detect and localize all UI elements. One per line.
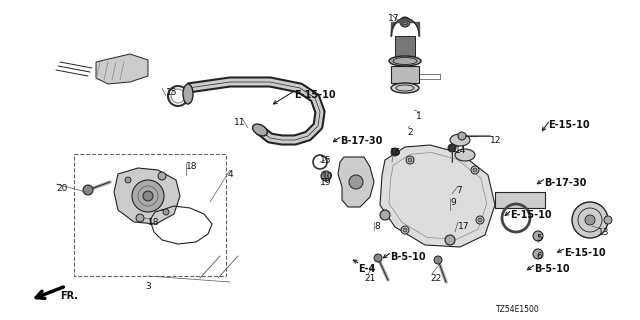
Circle shape (401, 226, 409, 234)
Circle shape (585, 215, 595, 225)
Text: 18: 18 (148, 218, 159, 227)
Circle shape (448, 144, 456, 152)
Circle shape (471, 166, 479, 174)
Ellipse shape (389, 56, 421, 66)
Text: 15: 15 (166, 88, 177, 97)
Text: 1: 1 (416, 112, 422, 121)
Circle shape (476, 216, 484, 224)
Circle shape (572, 202, 608, 238)
Polygon shape (96, 54, 148, 84)
Text: 5: 5 (536, 234, 541, 243)
Text: 8: 8 (374, 222, 380, 231)
Circle shape (403, 228, 407, 232)
Circle shape (533, 249, 543, 259)
Bar (495, 192, 545, 208)
Ellipse shape (253, 124, 268, 136)
Circle shape (604, 216, 612, 224)
Circle shape (158, 172, 166, 180)
Circle shape (478, 218, 482, 222)
Bar (395, 36, 415, 57)
Circle shape (533, 231, 543, 241)
Polygon shape (338, 157, 374, 207)
Circle shape (132, 180, 164, 212)
Bar (74, 154, 226, 276)
Circle shape (83, 185, 93, 195)
Text: 14: 14 (455, 146, 467, 155)
Circle shape (321, 171, 331, 181)
Text: E-15-10: E-15-10 (548, 120, 589, 130)
Circle shape (380, 210, 390, 220)
Polygon shape (380, 145, 495, 247)
Text: 17: 17 (458, 222, 470, 231)
Circle shape (400, 17, 410, 27)
Text: 12: 12 (490, 136, 501, 145)
Circle shape (349, 175, 363, 189)
Text: E-4: E-4 (358, 264, 376, 274)
Text: 15: 15 (320, 156, 332, 165)
Text: 20: 20 (56, 184, 67, 193)
Text: B-17-30: B-17-30 (544, 178, 586, 188)
Text: 9: 9 (450, 198, 456, 207)
Text: 2: 2 (407, 128, 413, 137)
Text: 10: 10 (322, 172, 333, 181)
Text: FR.: FR. (60, 291, 78, 301)
Text: 17: 17 (388, 14, 399, 23)
Text: 19: 19 (320, 178, 332, 187)
Polygon shape (114, 168, 180, 224)
Ellipse shape (183, 84, 193, 104)
Circle shape (408, 158, 412, 162)
Ellipse shape (391, 83, 419, 93)
Text: B-5-10: B-5-10 (390, 252, 426, 262)
Circle shape (391, 148, 399, 156)
Ellipse shape (450, 134, 470, 146)
Text: B-5-10: B-5-10 (534, 264, 570, 274)
Circle shape (445, 235, 455, 245)
Text: B-17-30: B-17-30 (340, 136, 382, 146)
Circle shape (125, 177, 131, 183)
Circle shape (458, 132, 466, 140)
Circle shape (163, 209, 169, 215)
Text: E-15-10: E-15-10 (564, 248, 605, 258)
Text: 4: 4 (228, 170, 234, 179)
Circle shape (143, 191, 153, 201)
Text: 22: 22 (430, 274, 441, 283)
Text: 11: 11 (234, 118, 246, 127)
Text: E-15-10: E-15-10 (510, 210, 552, 220)
Text: 7: 7 (456, 186, 461, 195)
Text: 13: 13 (598, 228, 609, 237)
Text: TZ54E1500: TZ54E1500 (496, 305, 540, 314)
Text: 18: 18 (186, 162, 198, 171)
Circle shape (434, 256, 442, 264)
Circle shape (374, 254, 382, 262)
Text: 21: 21 (364, 274, 376, 283)
Ellipse shape (455, 149, 475, 161)
Text: 3: 3 (145, 282, 151, 291)
Bar (391, 66, 419, 83)
Circle shape (473, 168, 477, 172)
Text: E-15-10: E-15-10 (294, 90, 335, 100)
Text: 6: 6 (536, 252, 541, 261)
Circle shape (406, 156, 414, 164)
Circle shape (136, 214, 144, 222)
Text: 16: 16 (390, 148, 401, 157)
